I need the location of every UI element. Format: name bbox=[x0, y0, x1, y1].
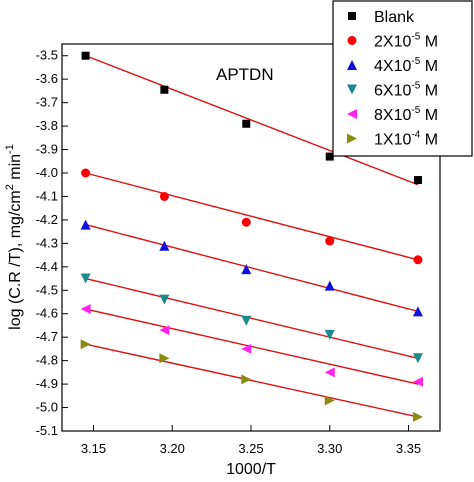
point-0-0 bbox=[81, 51, 90, 60]
y-tick-label-6: -4.1 bbox=[36, 188, 58, 203]
fit-line-1 bbox=[85, 172, 419, 261]
y-tick-label-2: -3.7 bbox=[36, 95, 58, 110]
point-2-4 bbox=[412, 306, 423, 317]
point-4-3 bbox=[324, 367, 335, 378]
point-1-4 bbox=[413, 255, 423, 265]
y-tick-label-9: -4.4 bbox=[36, 259, 58, 274]
legend-label-base-5: 1X10 bbox=[374, 132, 411, 149]
legend-label-tail-3: M bbox=[420, 83, 438, 100]
point-0-4 bbox=[413, 176, 422, 185]
x-axis-title: 1000/T bbox=[226, 461, 276, 478]
data-markers bbox=[80, 51, 423, 422]
point-5-2 bbox=[241, 374, 252, 385]
fit-line-0 bbox=[85, 55, 419, 186]
y-tick-label-10: -4.5 bbox=[36, 282, 58, 297]
legend-marker-5 bbox=[347, 133, 357, 144]
y-axis-title-main: log (C.R /T), mg/cm bbox=[7, 190, 24, 330]
legend-label-sup-5: -4 bbox=[411, 130, 420, 141]
y-tick-label-12: -4.7 bbox=[36, 329, 58, 344]
y-axis-title-sup2: -1 bbox=[4, 144, 16, 154]
y-tick-label-3: -3.8 bbox=[36, 118, 58, 133]
x-tick-label-4: 3.35 bbox=[396, 441, 421, 456]
point-4-2 bbox=[241, 343, 252, 354]
point-1-1 bbox=[159, 191, 169, 201]
y-tick-label-1: -3.6 bbox=[36, 71, 58, 86]
point-0-1 bbox=[160, 85, 169, 94]
legend-label-sup-2: -5 bbox=[411, 56, 420, 67]
legend-label-4: 8X10-5 M bbox=[374, 105, 438, 124]
point-5-1 bbox=[159, 353, 170, 364]
legend-label-base-0: Blank bbox=[374, 9, 415, 26]
legend-label-1: 2X10-5 M bbox=[374, 32, 438, 51]
legend-label-5: 1X10-4 M bbox=[374, 130, 438, 149]
legend-marker-2 bbox=[347, 60, 357, 70]
fit-lines bbox=[85, 55, 419, 418]
y-tick-label-7: -4.2 bbox=[36, 212, 58, 227]
x-tick-label-3: 3.30 bbox=[317, 441, 342, 456]
y-tick-label-14: -4.9 bbox=[36, 376, 58, 391]
y-axis-title-sup: 2 bbox=[4, 184, 16, 190]
fit-line-4 bbox=[85, 308, 419, 385]
point-2-1 bbox=[159, 240, 170, 251]
legend-label-tail-4: M bbox=[420, 107, 438, 124]
fit-line-3 bbox=[85, 277, 419, 359]
legend-label-sup-3: -5 bbox=[411, 81, 420, 92]
point-4-1 bbox=[159, 325, 170, 336]
fit-line-2 bbox=[85, 223, 419, 313]
legend-label-base-3: 6X10 bbox=[374, 83, 411, 100]
point-0-3 bbox=[325, 152, 334, 161]
y-tick-label-16: -5.1 bbox=[36, 423, 58, 438]
legend-label-sup-4: -5 bbox=[411, 105, 420, 116]
y-tick-label-5: -4.0 bbox=[36, 165, 58, 180]
point-2-2 bbox=[241, 264, 252, 275]
chart-annotation: APTDN bbox=[216, 65, 274, 84]
legend-label-base-1: 2X10 bbox=[374, 34, 411, 51]
legend-marker-0 bbox=[348, 12, 356, 20]
legend-label-3: 6X10-5 M bbox=[374, 81, 438, 100]
x-tick-label-0: 3.15 bbox=[81, 441, 106, 456]
legend-label-2: 4X10-5 M bbox=[374, 56, 438, 75]
legend-label-tail-5: M bbox=[420, 132, 438, 149]
legend-label-tail-2: M bbox=[420, 58, 438, 75]
point-5-0 bbox=[80, 339, 91, 350]
legend-marker-4 bbox=[347, 109, 357, 119]
point-5-4 bbox=[412, 411, 423, 422]
legend-label-tail-1: M bbox=[420, 34, 438, 51]
x-tick-label-2: 3.25 bbox=[238, 441, 263, 456]
point-3-3 bbox=[324, 329, 335, 340]
point-3-2 bbox=[241, 315, 252, 326]
legend-marker-1 bbox=[347, 36, 357, 45]
fit-line-5 bbox=[85, 343, 419, 418]
point-2-3 bbox=[324, 280, 335, 291]
legend-box bbox=[332, 0, 473, 157]
y-tick-label-8: -4.3 bbox=[36, 235, 58, 250]
point-5-3 bbox=[324, 395, 335, 406]
y-tick-label-13: -4.8 bbox=[36, 353, 58, 368]
y-axis-title: log (C.R /T), mg/cm2 min-1 bbox=[4, 144, 24, 330]
y-tick-label-11: -4.6 bbox=[36, 306, 58, 321]
point-3-0 bbox=[80, 273, 91, 284]
legend-marker-3 bbox=[347, 84, 357, 95]
point-4-4 bbox=[412, 376, 423, 387]
y-tick-label-15: -5.0 bbox=[36, 400, 58, 415]
x-tick-label-1: 3.20 bbox=[160, 441, 185, 456]
legend-label-base-4: 8X10 bbox=[374, 107, 411, 124]
legend-label-sup-1: -5 bbox=[411, 32, 420, 43]
y-tick-label-0: -3.5 bbox=[36, 48, 58, 63]
point-4-0 bbox=[80, 304, 91, 315]
point-3-4 bbox=[412, 353, 423, 364]
point-1-2 bbox=[241, 217, 251, 227]
point-2-0 bbox=[80, 219, 91, 230]
point-0-2 bbox=[242, 119, 251, 128]
point-3-1 bbox=[159, 294, 170, 305]
y-axis-title-tail: min bbox=[7, 154, 24, 184]
point-1-0 bbox=[81, 168, 91, 178]
legend-label-0: Blank bbox=[374, 9, 415, 26]
legend-label-base-2: 4X10 bbox=[374, 58, 411, 75]
y-tick-label-4: -3.9 bbox=[36, 142, 58, 157]
point-1-3 bbox=[325, 236, 335, 246]
axis-ticks: 3.15 3.20 3.25 3.30 3.35 -3.5 -3.6 -3.7 -3.8 -3.9… bbox=[36, 48, 422, 456]
